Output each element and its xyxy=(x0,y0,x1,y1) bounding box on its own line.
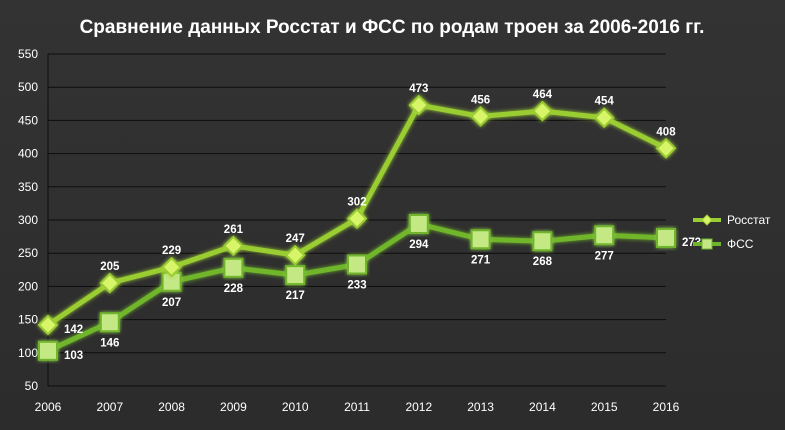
data-label-rosstat: 229 xyxy=(162,245,181,257)
data-point-rosstat xyxy=(161,256,183,278)
x-tick-label: 2016 xyxy=(653,400,680,414)
y-axis: 50 100 150 200 250 300 350 400 450 500 550 xyxy=(18,47,38,393)
data-point-rosstat xyxy=(284,244,306,266)
x-tick-label: 2009 xyxy=(220,400,247,414)
data-label-fss: 268 xyxy=(533,256,553,268)
legend: Росстат ФСС xyxy=(693,213,771,251)
data-point-rosstat xyxy=(593,107,615,129)
series-group xyxy=(37,94,677,361)
data-point-rosstat xyxy=(346,208,368,230)
data-point-fss xyxy=(223,257,244,278)
data-point-rosstat xyxy=(470,106,492,127)
y-tick-label: 400 xyxy=(18,147,38,161)
data-point-rosstat xyxy=(531,100,553,122)
x-tick-label: 2012 xyxy=(405,400,432,414)
y-tick-label: 50 xyxy=(25,379,39,393)
data-point-rosstat xyxy=(37,314,59,336)
data-label-fss: 271 xyxy=(471,254,491,266)
data-label-rosstat: 464 xyxy=(533,89,553,101)
data-point-fss xyxy=(532,231,553,252)
data-label-rosstat: 408 xyxy=(656,126,676,138)
data-label-fss: 294 xyxy=(409,239,429,251)
data-label-rosstat: 473 xyxy=(409,83,428,95)
legend-label-rosstat: Росстат xyxy=(727,213,771,227)
x-tick-label: 2011 xyxy=(344,400,370,414)
data-label-fss: 146 xyxy=(100,337,119,349)
data-label-fss: 277 xyxy=(595,250,614,262)
chart-title: Сравнение данных Росстат и ФСС по родам … xyxy=(80,17,705,38)
data-point-fss xyxy=(470,229,491,250)
legend-marker-rosstat xyxy=(701,214,713,226)
data-point-rosstat xyxy=(408,94,430,116)
legend-marker-fss xyxy=(701,238,713,250)
data-point-fss xyxy=(594,225,615,246)
data-label-fss: 217 xyxy=(286,290,305,302)
data-label-rosstat: 142 xyxy=(64,324,83,336)
x-tick-label: 2010 xyxy=(282,400,309,414)
data-point-rosstat xyxy=(99,272,121,294)
y-tick-label: 200 xyxy=(18,279,38,293)
data-point-fss xyxy=(38,340,58,361)
data-label-fss: 228 xyxy=(224,283,244,295)
data-label-rosstat: 205 xyxy=(100,261,120,273)
x-tick-label: 2008 xyxy=(158,400,185,414)
data-label-rosstat: 456 xyxy=(471,94,490,106)
data-point-fss xyxy=(408,213,429,234)
y-tick-label: 100 xyxy=(18,346,38,360)
x-tick-label: 2007 xyxy=(96,400,123,414)
x-axis: 2006 2007 2008 2009 2010 2011 2012 2013 2014 2015… xyxy=(35,400,680,414)
data-point-fss xyxy=(99,312,120,333)
data-point-fss xyxy=(347,254,367,275)
data-label-rosstat: 261 xyxy=(224,224,244,236)
data-label-rosstat: 247 xyxy=(286,233,305,245)
y-tick-label: 550 xyxy=(18,47,38,61)
data-point-fss xyxy=(656,227,676,248)
y-tick-label: 450 xyxy=(18,113,38,127)
data-label-fss: 103 xyxy=(64,350,83,362)
y-tick-label: 500 xyxy=(18,80,38,94)
data-point-rosstat xyxy=(222,235,244,257)
data-point-fss xyxy=(285,265,306,286)
legend-label-fss: ФСС xyxy=(727,237,754,251)
y-tick-label: 350 xyxy=(18,180,38,194)
data-label-rosstat: 302 xyxy=(347,197,366,209)
x-tick-label: 2014 xyxy=(529,400,556,414)
x-tick-label: 2013 xyxy=(467,400,494,414)
data-label-rosstat: 454 xyxy=(595,96,615,108)
data-point-rosstat xyxy=(655,137,677,159)
x-tick-label: 2006 xyxy=(35,400,62,414)
data-label-fss: 207 xyxy=(162,297,181,309)
y-tick-label: 150 xyxy=(18,313,38,327)
data-label-fss: 233 xyxy=(347,279,366,291)
y-tick-label: 300 xyxy=(18,213,38,227)
x-tick-label: 2015 xyxy=(591,400,618,414)
y-tick-label: 250 xyxy=(18,246,38,260)
